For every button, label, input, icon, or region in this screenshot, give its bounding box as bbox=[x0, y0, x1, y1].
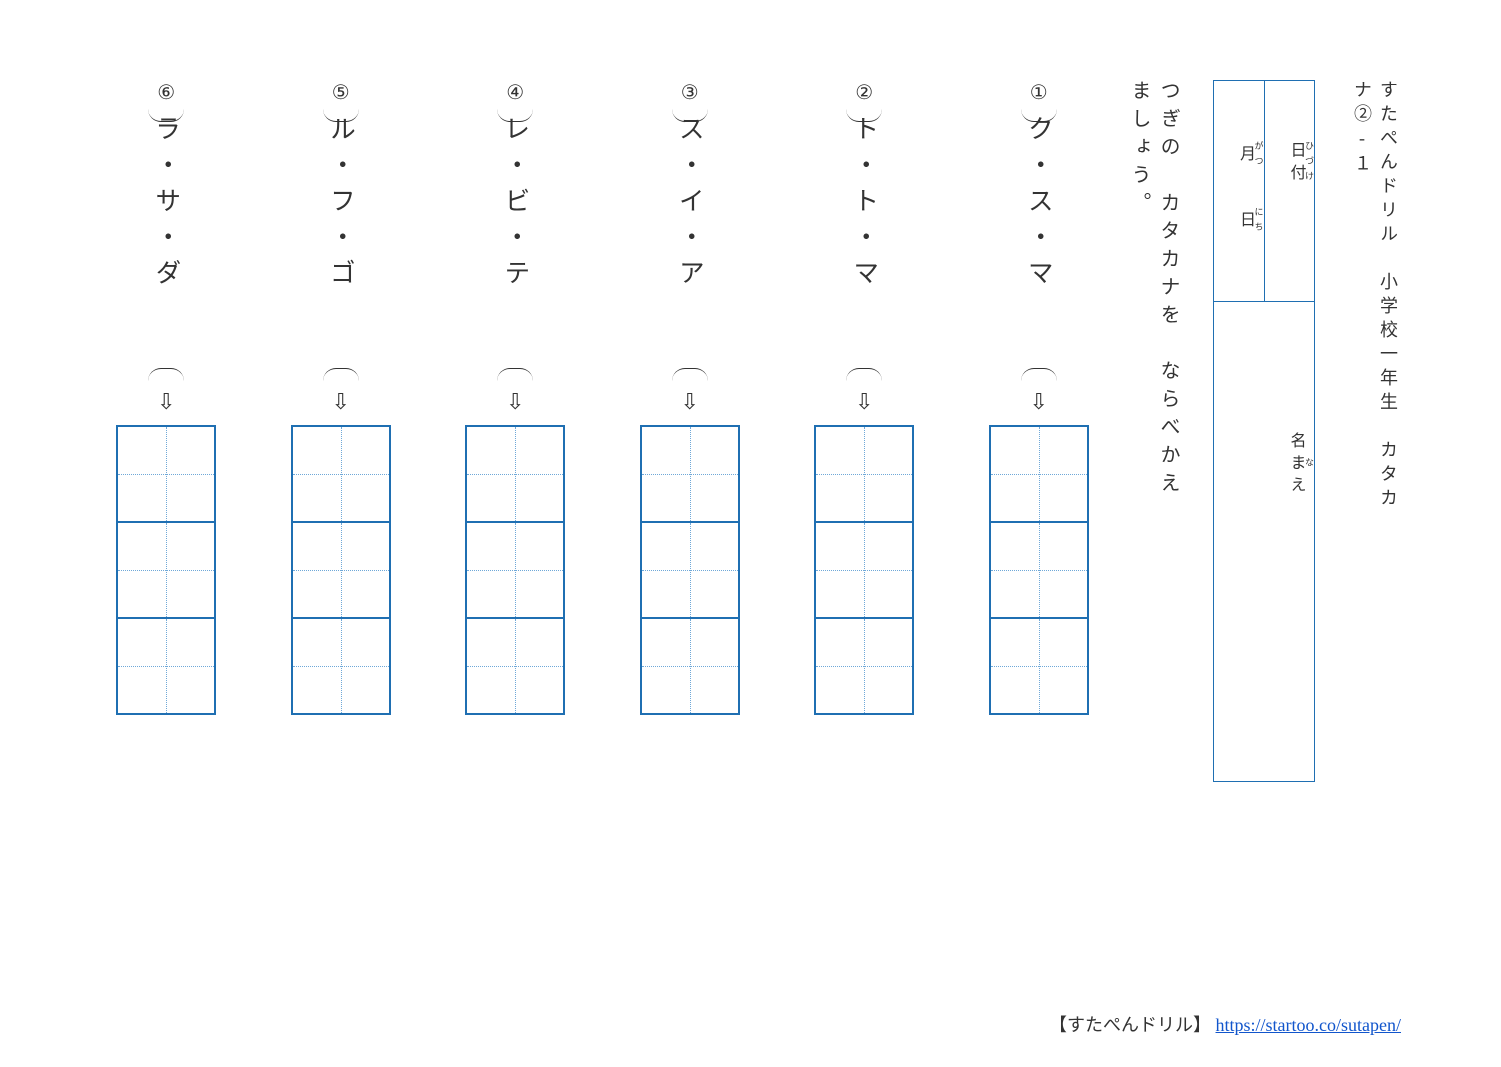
answer-cell bbox=[293, 427, 389, 521]
answer-cell bbox=[467, 427, 563, 521]
problem-column: ③ ス・イ・ア ⇩ bbox=[640, 80, 740, 715]
name-field: 名まえな bbox=[1214, 302, 1314, 781]
date-label-text: 日付 bbox=[1288, 141, 1305, 186]
answer-cell bbox=[816, 427, 912, 521]
answer-cell bbox=[293, 617, 389, 713]
info-box: 日付ひづけ 月がつ 日にち 名まえな bbox=[1213, 80, 1315, 782]
answer-grid bbox=[116, 425, 216, 715]
down-arrow-icon: ⇩ bbox=[332, 389, 350, 415]
answer-cell bbox=[118, 521, 214, 617]
problem-number: ⑥ bbox=[157, 80, 175, 105]
answer-cell bbox=[118, 617, 214, 713]
month-ruby: がつ bbox=[1254, 141, 1264, 171]
down-arrow-icon: ⇩ bbox=[1030, 389, 1048, 415]
worksheet-page: すたぺんドリル 小学校一年生 カタカナ②-１ 日付ひづけ 月がつ 日にち 名まえ… bbox=[100, 80, 1401, 987]
footer: 【すたぺんドリル】 https://startoo.co/sutapen/ bbox=[1049, 1011, 1401, 1037]
answer-grid bbox=[814, 425, 914, 715]
answer-cell bbox=[816, 617, 912, 713]
answer-cell bbox=[118, 427, 214, 521]
answer-cell bbox=[642, 427, 738, 521]
problem-chars: ラ・サ・ダ bbox=[148, 115, 185, 375]
problem-chars: レ・ビ・テ bbox=[497, 115, 534, 375]
down-arrow-icon: ⇩ bbox=[506, 389, 524, 415]
answer-grid bbox=[465, 425, 565, 715]
instruction-text: つぎの カタカナを ならべかえましょう。 bbox=[1125, 80, 1183, 520]
problem-chars: ス・イ・ア bbox=[671, 115, 708, 375]
name-label-text: 名まえ bbox=[1288, 432, 1305, 498]
down-arrow-icon: ⇩ bbox=[681, 389, 699, 415]
down-arrow-icon: ⇩ bbox=[157, 389, 175, 415]
problem-chars: ル・フ・ゴ bbox=[322, 115, 359, 375]
problems-container: ① ク・ス・マ ⇩ ② ト・ト・マ ⇩ ③ ス・イ・ア ⇩ ④ レ・ビ・テ ⇩ ⑤ ル・フ・ゴ ⇩ ⑥ ラ・サ・… bbox=[100, 80, 1105, 715]
problem-number: ⑤ bbox=[332, 80, 350, 105]
date-row: 日付ひづけ 月がつ 日にち bbox=[1214, 81, 1314, 302]
day-ruby: にち bbox=[1254, 207, 1264, 237]
down-arrow-icon: ⇩ bbox=[855, 389, 873, 415]
answer-grid bbox=[989, 425, 1089, 715]
problem-column: ① ク・ス・マ ⇩ bbox=[989, 80, 1089, 715]
day-text: 日 bbox=[1237, 207, 1254, 237]
name-label-ruby: な bbox=[1304, 432, 1314, 498]
problem-number: ③ bbox=[681, 80, 699, 105]
problem-chars: ク・ス・マ bbox=[1020, 115, 1057, 375]
answer-cell bbox=[642, 617, 738, 713]
problem-chars: ト・ト・マ bbox=[846, 115, 883, 375]
answer-cell bbox=[816, 521, 912, 617]
answer-cell bbox=[467, 617, 563, 713]
problem-column: ⑥ ラ・サ・ダ ⇩ bbox=[116, 80, 216, 715]
answer-cell bbox=[642, 521, 738, 617]
footer-link[interactable]: https://startoo.co/sutapen/ bbox=[1216, 1015, 1401, 1035]
date-label: 日付ひづけ bbox=[1264, 81, 1315, 301]
answer-cell bbox=[467, 521, 563, 617]
answer-cell bbox=[991, 617, 1087, 713]
answer-grid bbox=[291, 425, 391, 715]
footer-prefix: 【すたぺんドリル】 bbox=[1049, 1015, 1211, 1035]
problem-number: ② bbox=[855, 80, 873, 105]
month-day-column: 月がつ 日にち bbox=[1214, 81, 1264, 301]
answer-grid bbox=[640, 425, 740, 715]
problem-column: ② ト・ト・マ ⇩ bbox=[814, 80, 914, 715]
problem-number: ④ bbox=[506, 80, 524, 105]
page-title: すたぺんドリル 小学校一年生 カタカナ②-１ bbox=[1349, 80, 1401, 520]
answer-cell bbox=[991, 427, 1087, 521]
answer-cell bbox=[293, 521, 389, 617]
answer-cell bbox=[991, 521, 1087, 617]
month-text: 月 bbox=[1237, 141, 1254, 171]
problem-column: ⑤ ル・フ・ゴ ⇩ bbox=[291, 80, 391, 715]
problem-number: ① bbox=[1030, 80, 1048, 105]
date-label-ruby: ひづけ bbox=[1304, 141, 1314, 186]
problem-column: ④ レ・ビ・テ ⇩ bbox=[465, 80, 565, 715]
